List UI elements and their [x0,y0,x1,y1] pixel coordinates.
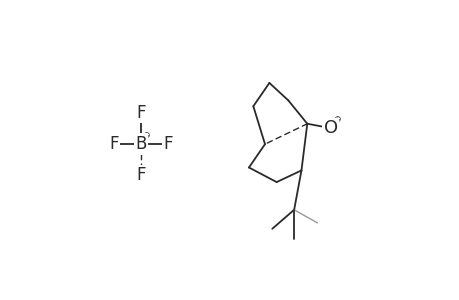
Text: F: F [136,104,146,122]
Text: ⊕: ⊕ [142,131,150,140]
Text: F: F [136,166,146,184]
Text: O: O [323,119,337,137]
Text: F: F [109,135,119,153]
Text: B: B [135,135,146,153]
Text: F: F [162,135,172,153]
Text: ⊕: ⊕ [333,116,340,124]
